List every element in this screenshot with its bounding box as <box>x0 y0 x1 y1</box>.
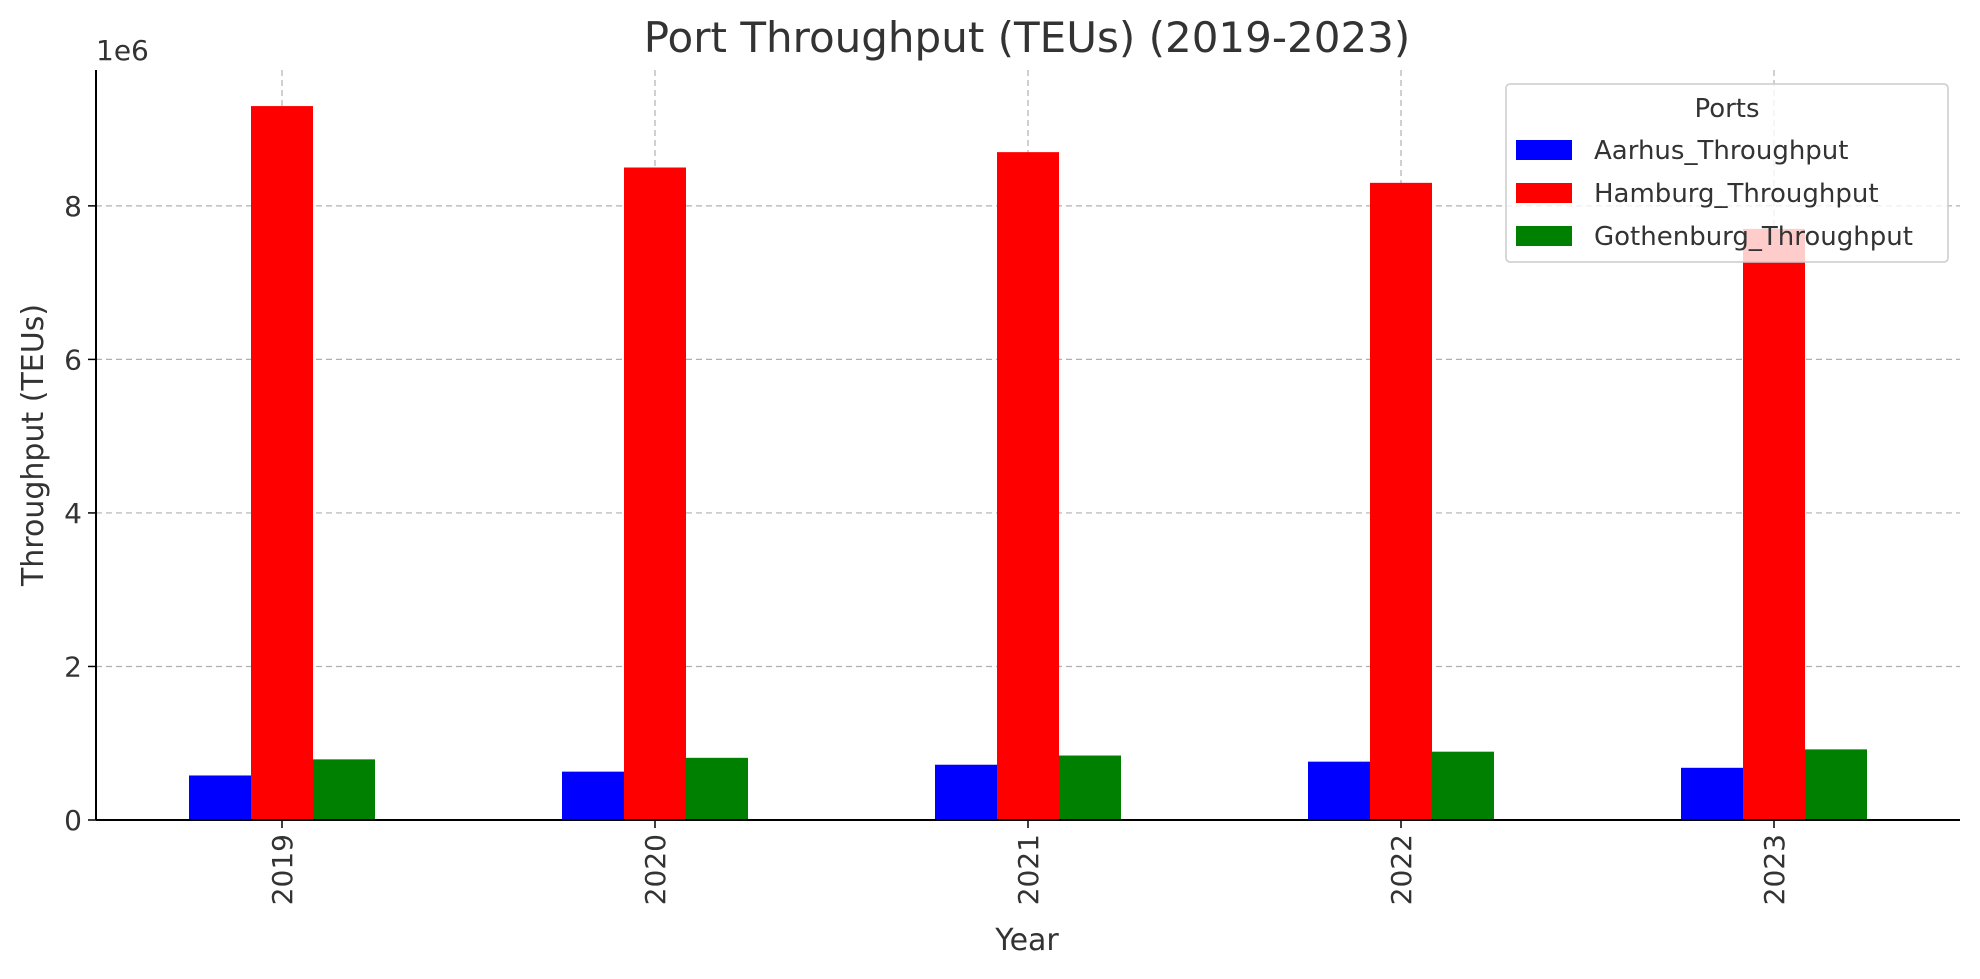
legend-entry-label: Hamburg_Throughput <box>1594 179 1879 209</box>
bar-Aarhus_Throughput-2020 <box>562 771 624 820</box>
legend-entry-label: Gothenburg_Throughput <box>1594 222 1913 252</box>
legend-title: Ports <box>1694 94 1759 124</box>
chart-title: Port Throughput (TEUs) (2019-2023) <box>644 13 1411 62</box>
x-tick-label: 2023 <box>1758 834 1791 905</box>
bar-Aarhus_Throughput-2022 <box>1308 761 1370 820</box>
legend-entry-label: Aarhus_Throughput <box>1594 136 1848 166</box>
y-axis-ticks: 0 2 4 6 8 <box>64 190 96 837</box>
x-tick-label: 2019 <box>266 834 299 905</box>
legend: Ports Aarhus_Throughput Hamburg_Throughpu… <box>1505 83 1949 263</box>
y-tick-label: 0 <box>64 804 82 837</box>
bar-Gothenburg_Throughput-2023 <box>1805 749 1867 820</box>
y-tick-label: 4 <box>64 497 82 530</box>
legend-items: Aarhus_Throughput Hamburg_Throughput Gothe… <box>1516 136 1913 252</box>
x-tick-label: 2021 <box>1012 834 1045 905</box>
bar-Hamburg_Throughput-2022 <box>1370 182 1432 820</box>
y-tick-label: 2 <box>64 650 82 683</box>
x-tick-label: 2022 <box>1385 834 1418 905</box>
x-axis-label: Year <box>994 923 1059 958</box>
x-axis-ticks: 2019 2020 2021 2022 2023 <box>266 820 1791 905</box>
bar-Aarhus_Throughput-2019 <box>189 775 251 820</box>
bar-Hamburg_Throughput-2019 <box>251 106 313 820</box>
legend-swatch <box>1516 140 1572 160</box>
bar-Gothenburg_Throughput-2019 <box>313 759 375 820</box>
x-tick-label: 2020 <box>639 834 672 905</box>
legend-swatch <box>1516 183 1572 203</box>
bar-Gothenburg_Throughput-2022 <box>1432 751 1494 820</box>
y-tick-label: 6 <box>64 343 82 376</box>
bar-Aarhus_Throughput-2021 <box>935 764 997 820</box>
legend-swatch <box>1516 226 1572 246</box>
bars <box>189 106 1867 821</box>
legend-frame <box>1505 83 1949 263</box>
y-axis-label: Throughput (TEUs) <box>16 304 51 587</box>
y-tick-label: 8 <box>64 190 82 223</box>
bar-Aarhus_Throughput-2023 <box>1681 767 1743 820</box>
bar-Hamburg_Throughput-2021 <box>997 152 1059 820</box>
bar-Gothenburg_Throughput-2021 <box>1059 755 1121 820</box>
bar-Gothenburg_Throughput-2020 <box>686 757 748 820</box>
bar-Hamburg_Throughput-2020 <box>624 167 686 821</box>
y-axis-offset-label: 1e6 <box>96 34 149 67</box>
bar-Hamburg_Throughput-2023 <box>1743 228 1805 821</box>
